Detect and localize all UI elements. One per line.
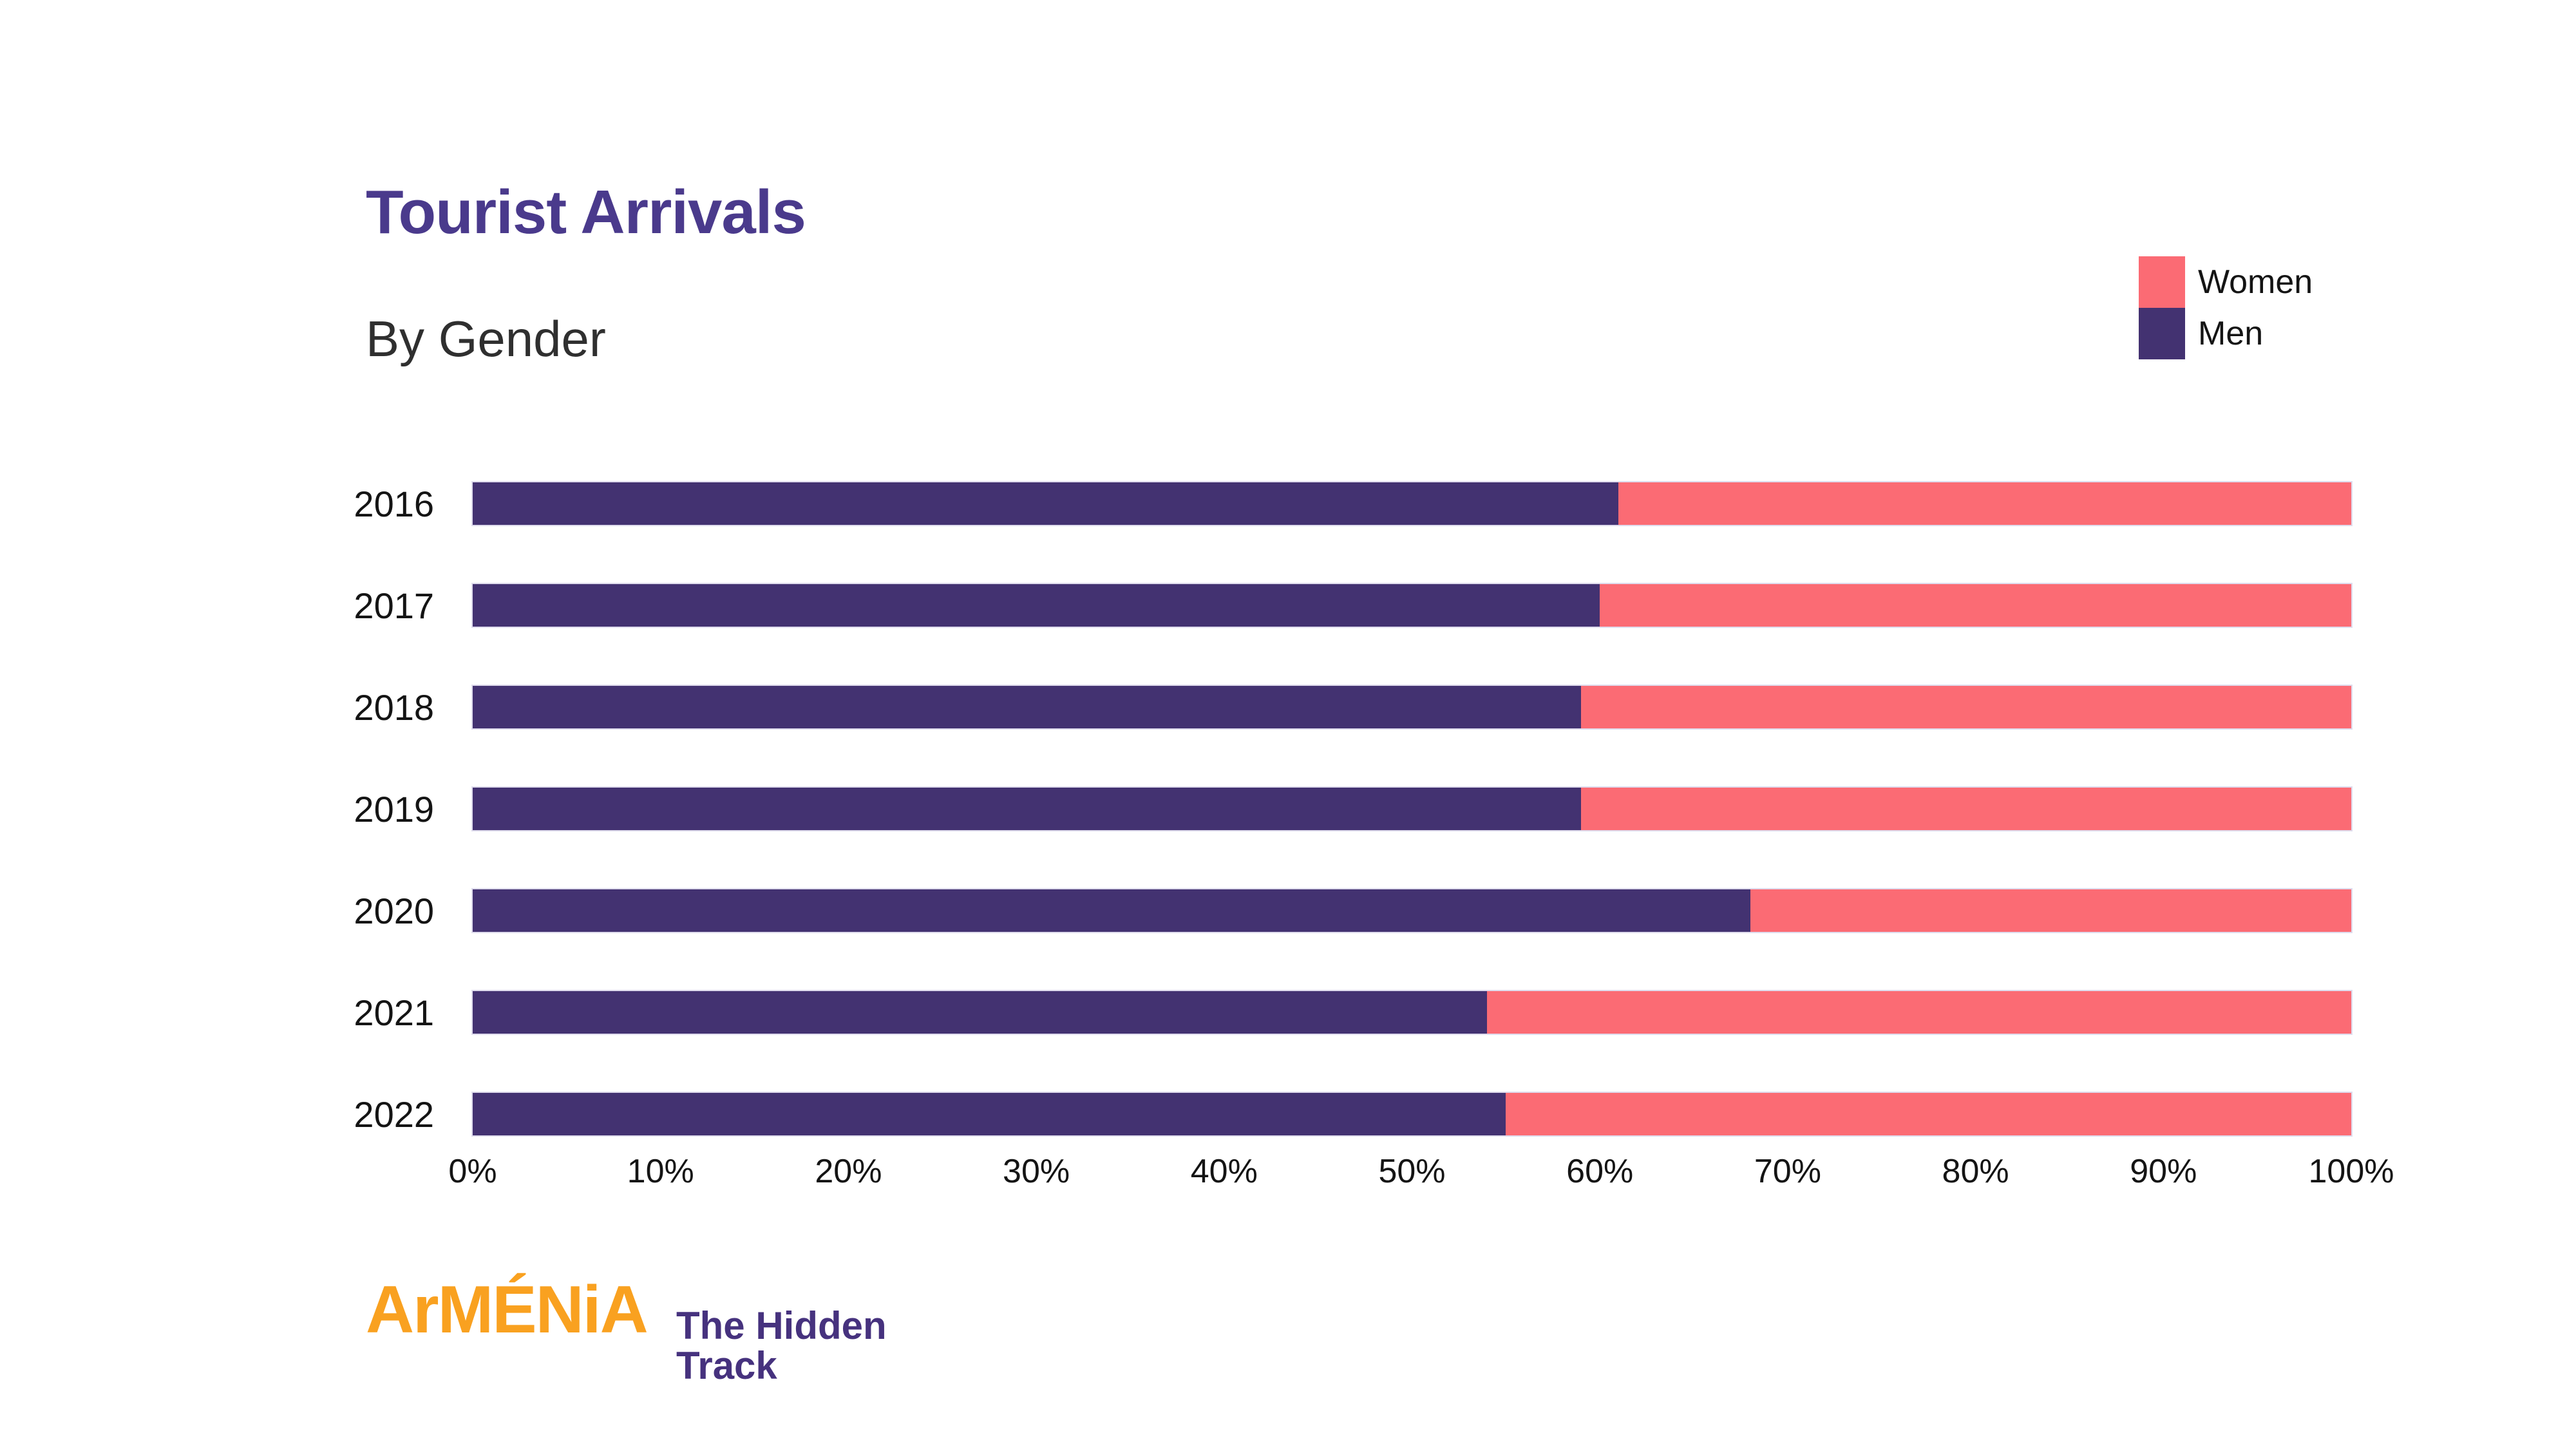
bar-segment-women <box>1750 889 2351 932</box>
bar-segment-men <box>473 584 1600 627</box>
year-label: 2021 <box>354 992 434 1033</box>
legend-item: Men <box>2139 308 2313 359</box>
bar-row: 2018 <box>296 686 2351 728</box>
legend: Women Men <box>2139 256 2313 359</box>
legend-swatch-women <box>2139 256 2185 308</box>
bar-track <box>473 991 2351 1034</box>
chart-subtitle: By Gender <box>366 310 606 367</box>
bar-row: 2022 <box>296 1093 2351 1135</box>
legend-swatch-men <box>2139 308 2185 359</box>
year-label: 2018 <box>354 687 434 728</box>
year-label: 2022 <box>354 1094 434 1135</box>
x-axis: 0% 10% 20% 30% 40% 50% 60% 70% 80% 90% 100% <box>448 1152 2394 1191</box>
bar-track <box>473 889 2351 932</box>
bar-rows: 2016 2017 2018 2019 2020 2021 2022 <box>296 482 2351 1135</box>
bar-track <box>473 686 2351 728</box>
legend-item: Women <box>2139 256 2313 308</box>
bar-segment-men <box>473 889 1750 932</box>
bar-segment-men <box>473 482 1619 525</box>
bar-row: 2016 <box>296 482 2351 525</box>
brand-tagline-line2: Track <box>676 1344 777 1387</box>
x-tick-label: 0% <box>448 1153 497 1190</box>
chart-title: Tourist Arrivals <box>366 178 806 247</box>
x-tick-label: 70% <box>1754 1153 1821 1190</box>
x-tick-label: 100% <box>2308 1153 2394 1190</box>
bar-segment-women <box>1618 482 2351 525</box>
x-tick-label: 50% <box>1378 1153 1446 1190</box>
x-tick-label: 30% <box>1003 1153 1070 1190</box>
x-tick-label: 40% <box>1190 1153 1258 1190</box>
x-tick-label: 60% <box>1566 1153 1634 1190</box>
bar-segment-men <box>473 686 1582 728</box>
brand-tagline-line1: The Hidden <box>676 1304 887 1347</box>
bar-segment-men <box>473 1093 1506 1135</box>
x-tick-label: 10% <box>627 1153 694 1190</box>
bar-row: 2020 <box>296 889 2351 932</box>
bar-row: 2017 <box>296 584 2351 627</box>
bar-row: 2021 <box>296 991 2351 1034</box>
brand-logo-wordmark: ArMÉNiA <box>366 1273 649 1347</box>
bar-segment-men <box>473 991 1488 1034</box>
bar-segment-women <box>1487 991 2351 1034</box>
x-tick-label: 90% <box>2130 1153 2197 1190</box>
legend-label: Women <box>2198 263 2313 301</box>
bar-segment-women <box>1581 686 2351 728</box>
year-label: 2020 <box>354 890 434 931</box>
bar-segment-men <box>473 788 1582 830</box>
x-tick-label: 80% <box>1942 1153 2009 1190</box>
year-label: 2019 <box>354 788 434 829</box>
bar-track <box>473 788 2351 830</box>
year-label: 2016 <box>354 483 434 524</box>
year-label: 2017 <box>354 585 434 626</box>
brand-logo-tagline: The Hidden Track <box>676 1306 887 1386</box>
bar-segment-women <box>1506 1093 2351 1135</box>
bar-track <box>473 1093 2351 1135</box>
bar-segment-women <box>1600 584 2351 627</box>
bar-track <box>473 482 2351 525</box>
legend-label: Men <box>2198 315 2264 352</box>
brand-logo: ArMÉNiA The Hidden Track <box>366 1276 1074 1418</box>
bar-row: 2019 <box>296 788 2351 830</box>
bar-track <box>473 584 2351 627</box>
x-tick-label: 20% <box>815 1153 882 1190</box>
bar-segment-women <box>1581 788 2351 830</box>
